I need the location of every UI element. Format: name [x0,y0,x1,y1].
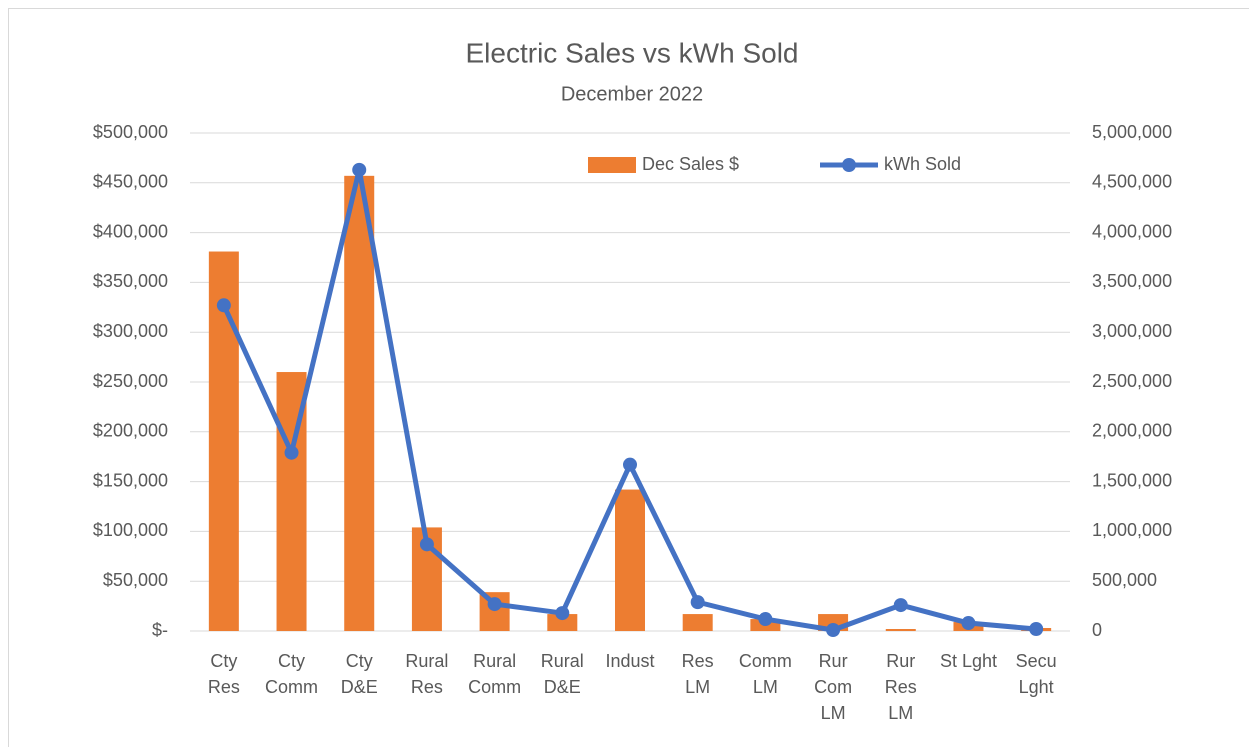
y2-tick-label: 3,000,000 [1092,321,1172,341]
bar [615,489,645,631]
line-marker [216,298,231,313]
x-tick-label: Cty Comm [265,651,318,697]
line-marker [690,595,705,610]
legend-label: kWh Sold [884,154,961,174]
y2-tick-label: 1,000,000 [1092,520,1172,540]
line-marker [487,597,502,612]
x-tick-label: Rural Res [405,651,448,697]
line-marker [1029,622,1044,637]
x-tick-label: Cty D&E [341,651,378,697]
y2-tick-label: 2,500,000 [1092,371,1172,391]
y-tick-label: $150,000 [93,470,168,490]
line-marker [961,616,976,631]
x-tick-label: Indust [605,651,654,671]
legend-swatch [588,157,636,173]
y2-tick-label: 0 [1092,620,1102,640]
line-marker [758,612,773,627]
chart-subtitle: December 2022 [561,83,703,105]
y-tick-label: $350,000 [93,271,168,291]
line-marker [893,598,908,613]
legend-label: Dec Sales $ [642,154,739,174]
x-tick-label: Rur Res LM [885,651,917,723]
x-tick-label: Cty Res [208,651,240,697]
bar [547,614,578,631]
y2-tick-label: 4,500,000 [1092,172,1172,192]
y-tick-label: $400,000 [93,221,168,241]
x-tick-label: Rural D&E [541,651,584,697]
y-tick-label: $50,000 [103,570,168,590]
bar [682,614,713,631]
x-tick-label: Secu Lght [1016,651,1057,697]
y-tick-label: $500,000 [93,122,168,142]
chart-border [8,8,1249,747]
line-marker [826,623,841,638]
x-tick-label: Res LM [682,651,714,697]
y-tick-label: $200,000 [93,421,168,441]
y-tick-label: $- [152,620,168,640]
legend-marker [842,158,856,172]
y-tick-label: $300,000 [93,321,168,341]
y2-tick-label: 2,000,000 [1092,421,1172,441]
line-marker [284,445,299,460]
x-tick-label: Rur Com LM [814,651,852,723]
x-tick-label: Comm LM [739,651,792,697]
y2-tick-label: 4,000,000 [1092,221,1172,241]
y-tick-label: $250,000 [93,371,168,391]
y2-tick-label: 500,000 [1092,570,1157,590]
y-tick-label: $450,000 [93,172,168,192]
y2-tick-label: 3,500,000 [1092,271,1172,291]
bar [885,629,916,631]
y2-tick-label: 5,000,000 [1092,122,1172,142]
x-tick-label: St Lght [940,651,997,671]
chart-title: Electric Sales vs kWh Sold [466,37,799,68]
x-tick-label: Rural Comm [468,651,521,697]
line-marker [555,606,570,621]
bar [208,251,239,632]
bar [344,175,375,631]
line-marker [623,457,637,472]
line-marker [419,537,434,552]
y2-tick-label: 1,500,000 [1092,470,1172,490]
line-marker [352,162,367,177]
y-tick-label: $100,000 [93,520,168,540]
